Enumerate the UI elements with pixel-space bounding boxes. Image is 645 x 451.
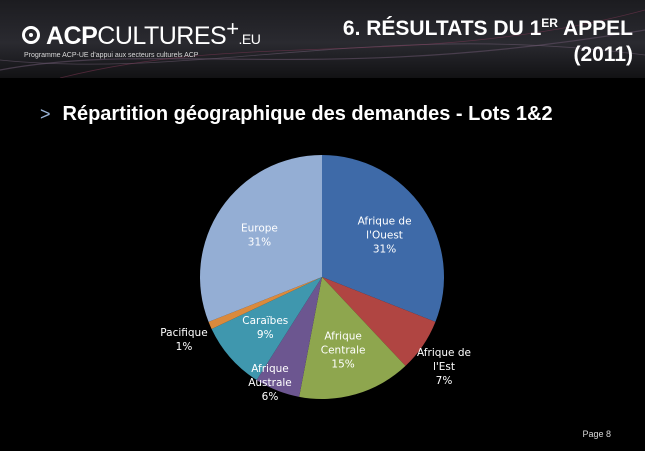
title-suffix: APPEL: [557, 17, 633, 40]
logo-plus: +: [226, 16, 239, 41]
slide-title: 6. RÉSULTATS DU 1ER APPEL (2011): [343, 10, 633, 68]
logo-circle-icon: [22, 26, 40, 44]
pie-slice-label-line: 31%: [248, 236, 271, 248]
pie-slice-label: Caraïbes 9%: [242, 315, 288, 341]
pie-slice-label-line: l'Ouest: [366, 229, 403, 241]
pie-slice-label-line: Caraïbes: [242, 315, 288, 327]
pie-slice: [200, 155, 322, 322]
pie-slice-label-line: Pacifique: [160, 327, 207, 339]
pie-slice-label: Afrique de l'Ouest 31%: [358, 215, 412, 255]
logo-brand-light: CULTURES: [97, 22, 227, 50]
pie-slice: [322, 277, 436, 366]
logo-brand-bold: ACP: [46, 22, 98, 50]
pie-slice-label-line: Centrale: [321, 345, 366, 357]
slide-title-line1: 6. RÉSULTATS DU 1ER APPEL: [343, 10, 633, 42]
pie-slice-label-line: Afrique de: [417, 347, 471, 359]
pie-slice: [211, 277, 322, 381]
page-number: Page 8: [582, 429, 611, 439]
pie-slice-label: Afrique de l'Est 7%: [417, 347, 471, 387]
pie-slice-label-line: 31%: [373, 243, 396, 255]
pie-slice-label-line: 1%: [176, 341, 193, 353]
bullet-arrow-icon: >: [40, 104, 51, 124]
pie-slice-label-line: 9%: [257, 329, 274, 341]
pie-slice: [208, 277, 322, 329]
pie-slice-label-line: l'Est: [433, 361, 455, 373]
pie-slice-label-line: 7%: [436, 375, 453, 387]
title-prefix: 6. RÉSULTATS DU 1: [342, 17, 542, 40]
title-superscript: ER: [541, 16, 558, 30]
header-light-streaks: [0, 9, 645, 78]
slide-title-line2: (2011): [573, 43, 633, 66]
chart-heading-text: Répartition géographique des demandes - …: [62, 103, 553, 125]
logo-wordmark: ACPCULTURES+.EU: [46, 16, 261, 53]
chart-heading: > Répartition géographique des demandes -…: [40, 103, 553, 126]
pie-slice-label: Afrique Centrale 15%: [321, 331, 366, 371]
logo-suffix: .EU: [238, 31, 261, 47]
pie-slice-label-line: Australe: [248, 377, 292, 389]
pie-slice: [256, 277, 322, 397]
pie-slice: [299, 277, 406, 399]
pie-slice-label-line: Afrique: [324, 331, 362, 343]
pie-slice-label-line: 6%: [262, 391, 279, 403]
pie-slice-label-line: Europe: [241, 222, 278, 234]
pie-slice-label-line: 15%: [331, 359, 354, 371]
logo-tagline: Programme ACP-UE d'appui aux secteurs cu…: [24, 52, 199, 59]
pie-slice-label-line: Afrique: [251, 363, 289, 375]
pie-slice: [322, 155, 444, 322]
slide-header: ACPCULTURES+.EU Programme ACP-UE d'appui…: [0, 0, 645, 78]
pie-slice-label: Afrique Australe 6%: [248, 363, 292, 403]
pie-slice-label: Pacifique 1%: [160, 327, 207, 353]
pie-slice-label-line: Afrique de: [358, 215, 412, 227]
pie-slice-label: Europe 31%: [241, 222, 278, 248]
